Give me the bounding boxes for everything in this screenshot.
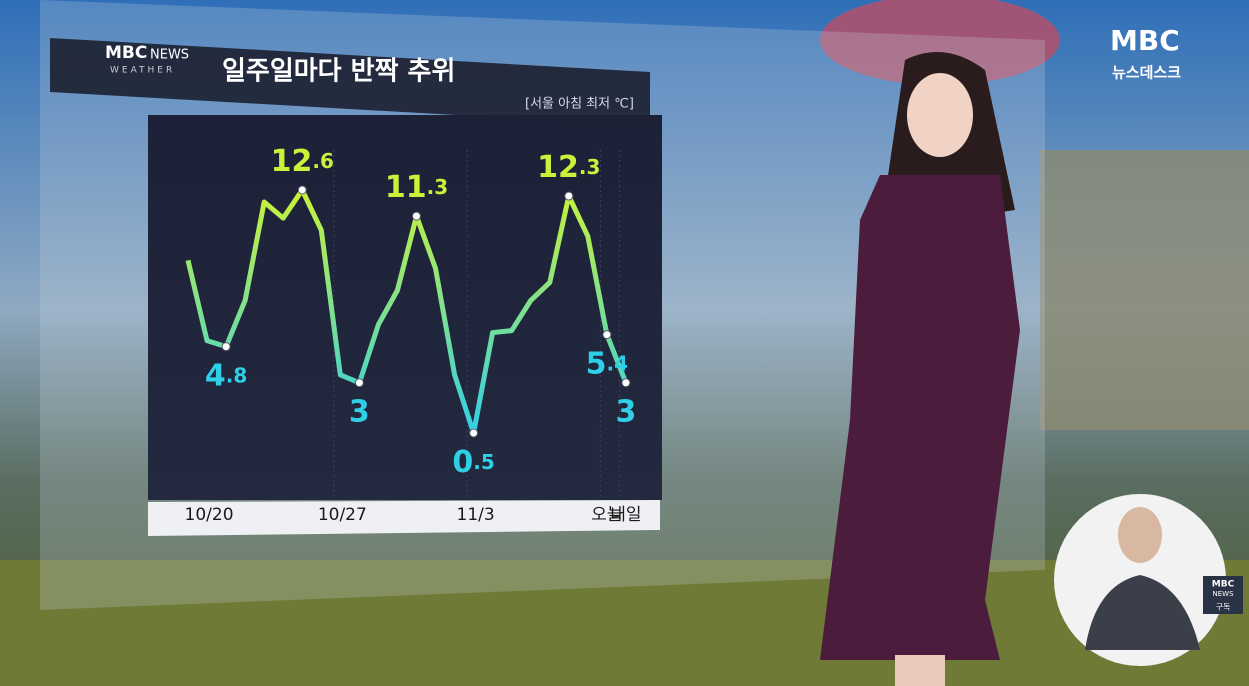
- value-label: 12.6: [271, 144, 334, 179]
- presenter: [820, 52, 1020, 686]
- sign-logo: MBC: [1212, 580, 1235, 590]
- value-label: 11.3: [385, 170, 448, 205]
- point: [602, 330, 612, 340]
- point: [221, 342, 231, 352]
- point: [411, 211, 421, 221]
- channel-logo: MBC: [1110, 24, 1180, 57]
- sign-interpreter: [1085, 575, 1200, 650]
- x-tick-label: 내일: [610, 505, 641, 525]
- subscribe-label: 구독: [1216, 603, 1231, 612]
- chart-subtitle: [서울 아침 최저 ℃]: [525, 97, 634, 112]
- axis-strip: [148, 500, 660, 536]
- point: [354, 378, 364, 388]
- program-name: 뉴스데스크: [1112, 64, 1181, 82]
- point: [469, 428, 479, 438]
- x-tick-label: 10/27: [318, 505, 367, 525]
- rock-wall: [1040, 150, 1249, 430]
- point: [564, 191, 574, 201]
- logo: NEWS: [150, 48, 189, 63]
- value-label: 12.3: [537, 150, 600, 185]
- point: [297, 185, 307, 195]
- point: [621, 378, 631, 388]
- sign-logo: NEWS: [1212, 590, 1234, 598]
- sign-interpreter: [1118, 507, 1162, 563]
- temperature-line: [185, 187, 629, 436]
- sign-logo-box: [1203, 576, 1243, 614]
- chart-title: 일주일마다 반짝 추위: [222, 57, 455, 87]
- chart-panel: [148, 115, 662, 500]
- value-label: 3: [349, 394, 370, 429]
- x-tick-label: 11/3: [457, 505, 495, 525]
- tree: [820, 0, 1060, 85]
- grass: [0, 560, 1249, 686]
- x-tick-label: 10/20: [185, 505, 234, 525]
- value-label: 3: [615, 394, 636, 429]
- value-label: 4.8: [205, 358, 247, 393]
- title-bar: [50, 38, 650, 126]
- value-label: 0.5: [452, 445, 494, 480]
- value-label: 5.4: [586, 346, 628, 381]
- logo: MBC: [105, 43, 147, 63]
- logo-sub: WEATHER: [110, 66, 175, 76]
- x-tick-label: 오늘: [591, 505, 622, 525]
